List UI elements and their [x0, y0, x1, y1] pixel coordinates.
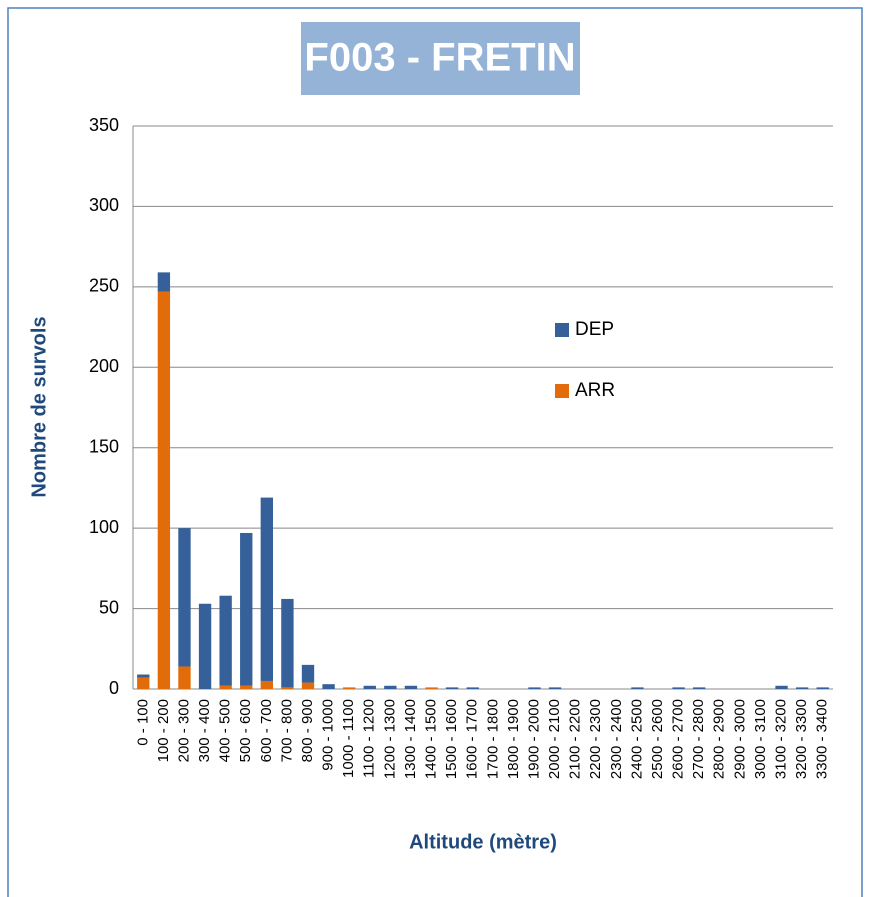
legend-swatch — [555, 384, 569, 398]
bar-segment — [548, 687, 562, 689]
bar-segment — [281, 598, 294, 688]
legend-swatch — [555, 323, 569, 337]
bar-segment — [260, 680, 273, 689]
x-tick-label: 1500 - 1600 — [443, 699, 460, 779]
x-tick-label: 3000 - 3100 — [752, 699, 769, 779]
y-axis-label: Nombre de survols — [28, 316, 50, 497]
x-tick-label: 700 - 800 — [278, 699, 295, 762]
x-tick-label: 1400 - 1500 — [422, 699, 439, 779]
bar-segment — [219, 685, 232, 689]
bar-segment — [775, 685, 788, 689]
bar-segment — [157, 272, 171, 292]
y-tick-label: 150 — [89, 436, 119, 456]
bar-segment — [816, 687, 829, 689]
x-tick-label: 2400 - 2500 — [628, 699, 645, 779]
bar-segment — [240, 685, 253, 689]
y-tick-label: 250 — [89, 276, 119, 296]
chart-title: F003 - FRETIN — [304, 36, 575, 80]
x-tick-label: 3100 - 3200 — [772, 699, 789, 779]
bar-segment — [528, 687, 541, 689]
bar-segment — [384, 685, 397, 689]
bar-segment — [445, 687, 459, 689]
x-tick-label: 1300 - 1400 — [402, 699, 419, 779]
bar-segment — [260, 497, 273, 681]
bar-segment — [363, 685, 376, 689]
y-tick-label: 200 — [89, 356, 119, 376]
x-tick-label: 2200 - 2300 — [587, 699, 604, 779]
bar-segment — [178, 666, 191, 689]
x-tick-label: 400 - 500 — [217, 699, 234, 762]
bar-segment — [301, 664, 315, 683]
x-tick-label: 2500 - 2600 — [649, 699, 666, 779]
x-tick-label: 1100 - 1200 — [361, 699, 378, 778]
bar-segment — [137, 677, 150, 689]
x-tick-label: 0 - 100 — [134, 699, 151, 746]
bar-segment — [178, 528, 191, 667]
bar-segment — [466, 687, 479, 689]
bar-segment — [157, 291, 171, 689]
bar-segment — [198, 603, 212, 689]
legend-label: ARR — [575, 380, 615, 401]
bar-segment — [672, 687, 685, 689]
x-tick-label: 800 - 900 — [299, 699, 316, 762]
y-tick-label: 50 — [99, 597, 119, 617]
x-tick-label: 100 - 200 — [155, 699, 172, 762]
bar-segment — [343, 687, 356, 689]
x-tick-label: 2700 - 2800 — [690, 699, 707, 779]
x-tick-label: 600 - 700 — [258, 699, 275, 762]
x-tick-label: 1900 - 2000 — [525, 699, 542, 779]
x-tick-label: 2900 - 3000 — [731, 699, 748, 779]
bar-segment — [425, 687, 438, 689]
x-tick-label: 900 - 1000 — [320, 699, 337, 771]
bar-segment — [301, 682, 315, 689]
x-tick-label: 200 - 300 — [175, 699, 192, 762]
x-tick-label: 1600 - 1700 — [464, 699, 481, 779]
bar-segment — [281, 687, 294, 689]
x-tick-label: 300 - 400 — [196, 699, 213, 762]
y-tick-label: 100 — [89, 517, 119, 537]
x-tick-label: 500 - 600 — [237, 699, 254, 762]
x-tick-label: 1200 - 1300 — [381, 699, 398, 779]
x-tick-label: 2300 - 2400 — [608, 699, 625, 779]
x-tick-label: 1700 - 1800 — [484, 699, 501, 779]
bar-segment — [137, 674, 150, 678]
x-tick-label: 1800 - 1900 — [505, 699, 522, 779]
y-tick-label: 0 — [109, 678, 119, 698]
x-tick-label: 2600 - 2700 — [670, 699, 687, 779]
x-tick-label: 2000 - 2100 — [546, 699, 563, 779]
x-tick-label: 2800 - 2900 — [711, 699, 728, 779]
title-box — [301, 22, 580, 95]
x-tick-label: 2100 - 2200 — [567, 699, 584, 779]
bar-segment — [404, 685, 418, 689]
bar-segment — [795, 687, 809, 689]
x-tick-label: 3300 - 3400 — [814, 699, 831, 779]
y-tick-label: 350 — [89, 115, 119, 135]
x-axis-label: Altitude (mètre) — [409, 831, 557, 853]
x-tick-label: 1000 - 1100 — [340, 699, 357, 778]
x-tick-label: 3200 - 3300 — [793, 699, 810, 779]
bar-segment — [693, 687, 706, 689]
bar-segment — [219, 595, 232, 686]
y-tick-label: 300 — [89, 195, 119, 215]
bar-segment — [322, 684, 335, 689]
frame — [7, 7, 863, 897]
bar-segment — [240, 532, 253, 686]
bar-segment — [631, 687, 644, 689]
legend-label: DEP — [575, 319, 614, 340]
